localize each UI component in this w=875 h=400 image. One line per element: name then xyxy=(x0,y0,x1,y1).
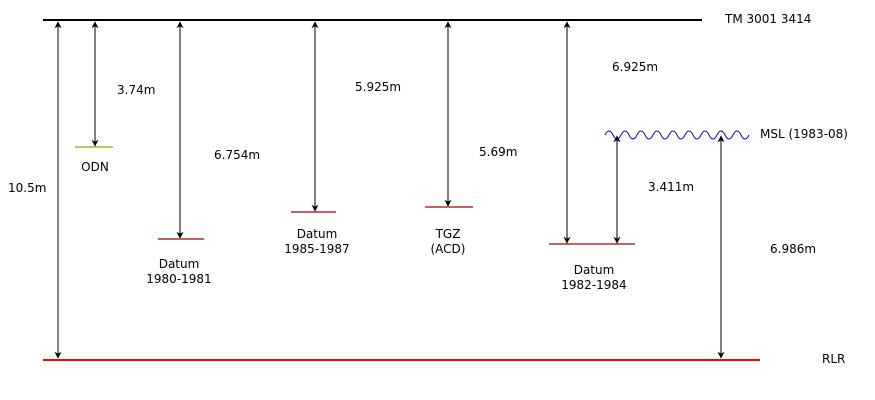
msl-label: MSL (1983-08) xyxy=(760,127,848,141)
datum-1985-label-line2: 1985-1987 xyxy=(284,242,349,256)
datum-1980-measure-label: 6.754m xyxy=(214,148,260,162)
msl-to-datum-1982-measure-label: 3.411m xyxy=(648,180,694,194)
odn-label: ODN xyxy=(81,160,109,174)
datum-1982-measure-label: 6.925m xyxy=(612,60,658,74)
datum-1980-label-line2: 1980-1981 xyxy=(146,272,211,286)
total-measure-label: 10.5m xyxy=(8,181,46,195)
rlr-label: RLR xyxy=(822,352,845,366)
odn-measure-label: 3.74m xyxy=(117,83,155,97)
msl-wave xyxy=(604,130,750,140)
tgz-measure-label: 5.69m xyxy=(479,145,517,159)
datum-1982-label-line1: Datum xyxy=(574,263,615,277)
datum-1980-label-line1: Datum xyxy=(159,257,200,271)
datum-1985-measure-label: 5.925m xyxy=(355,80,401,94)
datum-1982-label-line2: 1982-1984 xyxy=(561,278,626,292)
tgz-label-line2: (ACD) xyxy=(431,242,466,256)
datum-1985-label-line1: Datum xyxy=(297,227,338,241)
msl-to-rlr-measure-label: 6.986m xyxy=(770,242,816,256)
top-reference-label: TM 3001 3414 xyxy=(724,12,811,26)
tgz-label-line1: TGZ xyxy=(435,227,461,241)
